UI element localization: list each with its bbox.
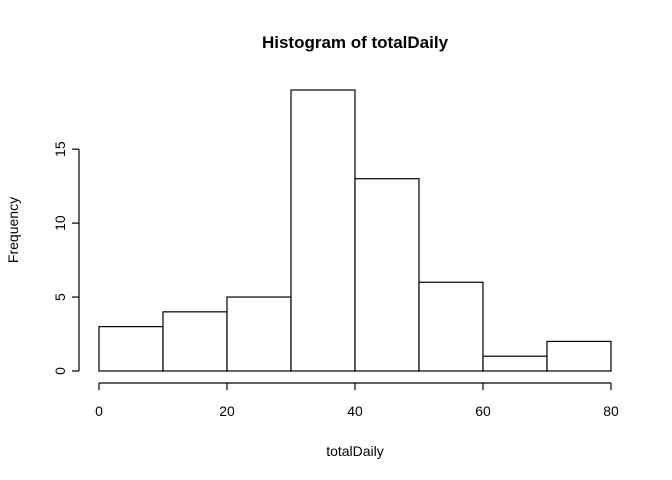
y-tick-label-0: 0	[52, 367, 68, 375]
x-tick-label-2: 40	[347, 403, 363, 419]
histogram-bar-4	[354, 178, 420, 372]
y-axis: 0 5 10 15	[52, 141, 80, 375]
x-tick-label-4: 80	[603, 403, 619, 419]
x-tick-label-1: 20	[219, 403, 235, 419]
y-tick-label-1: 5	[52, 293, 68, 301]
chart-title: Histogram of totalDaily	[262, 33, 449, 52]
histogram-bar-7	[546, 340, 612, 372]
histogram-bar-1	[162, 311, 228, 372]
x-tick-label-3: 60	[475, 403, 491, 419]
histogram-bar-2	[226, 296, 292, 372]
x-axis-label: totalDaily	[326, 443, 384, 459]
histogram-bar-5	[418, 281, 484, 372]
histogram-bar-0	[98, 326, 164, 372]
bars-group	[98, 89, 612, 372]
y-axis-label: Frequency	[5, 197, 21, 263]
x-axis: 0 20 40 60 80	[95, 382, 619, 419]
y-tick-label-3: 15	[52, 141, 68, 157]
x-tick-label-0: 0	[95, 403, 103, 419]
y-tick-label-2: 10	[52, 215, 68, 231]
histogram-bar-6	[482, 355, 548, 372]
histogram-bar-3	[290, 89, 356, 372]
